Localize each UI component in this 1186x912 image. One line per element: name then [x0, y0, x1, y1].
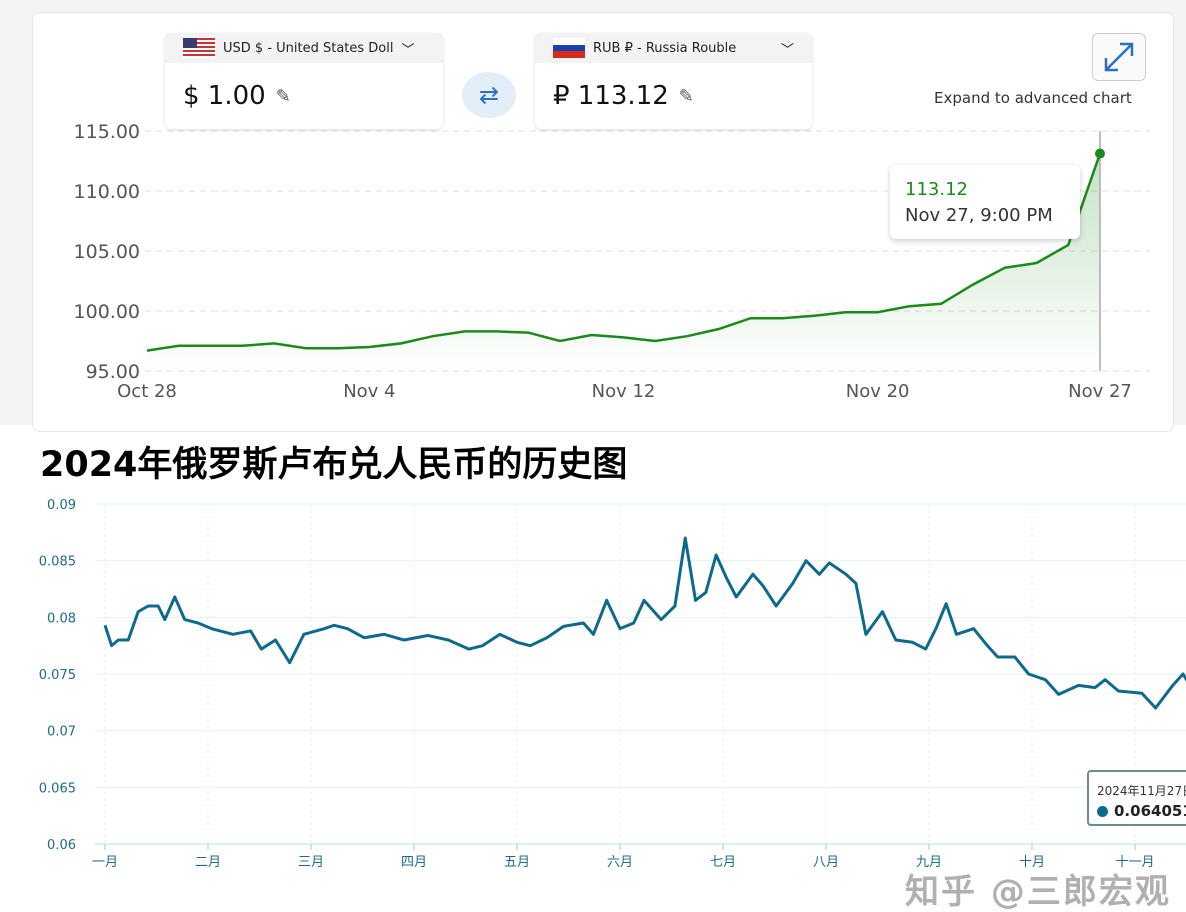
series-line [103, 536, 1186, 710]
x-tick-label: 七月 [710, 855, 736, 870]
x-tick-label: Nov 27 [1068, 381, 1132, 402]
y-tick-label: 0.085 [39, 555, 76, 570]
x-tick-label: 五月 [504, 855, 530, 870]
x-tick-label: 六月 [607, 855, 633, 870]
y-tick-label: 95.00 [86, 361, 140, 383]
x-tick-label: 三月 [298, 855, 324, 870]
chevron-down-icon: ﹀ [401, 42, 415, 58]
y-tick-label: 110.00 [74, 181, 140, 203]
y-tick-label: 0.07 [47, 725, 76, 740]
series-dot-icon [1097, 805, 1108, 817]
to-currency-select[interactable]: RUB ₽ - Russia Rouble ﹀ [535, 33, 812, 63]
swap-button[interactable]: ⇄ [462, 72, 516, 118]
y-tick-label: 0.075 [39, 668, 76, 683]
y-tick-label: 100.00 [74, 301, 140, 323]
x-tick-label: Nov 4 [343, 381, 395, 402]
x-tick-label: 二月 [195, 855, 221, 870]
chart-tooltip-2: 2024年11月27日 0.064051 [1087, 770, 1186, 826]
y-tick-label: 0.08 [47, 611, 76, 626]
ru-flag-icon [553, 38, 585, 58]
x-tick-label: 四月 [401, 855, 427, 870]
x-tick-label: Oct 28 [117, 381, 177, 402]
y-tick-label: 0.09 [47, 498, 76, 513]
from-currency-box[interactable]: USD $ - United States Doll ﹀ $ 1.00 ✎ [165, 33, 443, 129]
to-currency-box[interactable]: RUB ₽ - Russia Rouble ﹀ ₽ 113.12 ✎ [535, 33, 812, 129]
pencil-icon[interactable]: ✎ [275, 85, 291, 107]
x-tick-label: Nov 20 [846, 381, 910, 402]
pencil-icon[interactable]: ✎ [678, 85, 694, 107]
swap-icon: ⇄ [478, 81, 500, 109]
from-amount[interactable]: $ 1.00 [183, 81, 266, 111]
us-flag-icon [183, 38, 215, 58]
tooltip-date: Nov 27, 9:00 PM [905, 205, 1053, 226]
y-tick-label: 0.06 [47, 838, 76, 853]
x-tick-label: 十一月 [1115, 855, 1154, 870]
expand-chart-button[interactable] [1092, 33, 1146, 81]
tooltip-date: 2024年11月27日 [1097, 784, 1186, 798]
x-tick-label: 八月 [813, 855, 839, 870]
y-tick-label: 115.00 [74, 121, 140, 143]
y-tick-label: 105.00 [74, 241, 140, 263]
x-tick-label: 一月 [92, 855, 118, 870]
expand-icon [1104, 42, 1134, 72]
to-currency-label: RUB ₽ - Russia Rouble [593, 40, 737, 56]
chevron-down-icon: ﹀ [780, 42, 794, 58]
chart-tooltip: 113.12 Nov 27, 9:00 PM [890, 165, 1080, 239]
expand-chart-label[interactable]: Expand to advanced chart [934, 89, 1132, 107]
data-point [1095, 148, 1105, 159]
from-currency-select[interactable]: USD $ - United States Doll ﹀ [165, 33, 443, 63]
tooltip-value: 0.064051 [1114, 802, 1186, 820]
area-fill [147, 153, 1100, 371]
watermark: 知乎 @三郎宏观 [905, 872, 1171, 912]
from-currency-label: USD $ - United States Doll [223, 40, 394, 56]
chart-title: 2024年俄罗斯卢布兑人民币的历史图 [40, 445, 628, 485]
x-tick-label: 十月 [1019, 855, 1045, 870]
x-tick-label: Nov 12 [592, 381, 656, 402]
y-tick-label: 0.065 [39, 781, 76, 796]
tooltip-value: 113.12 [905, 179, 968, 200]
x-tick-label: 九月 [916, 855, 942, 870]
to-amount[interactable]: ₽ 113.12 [553, 81, 669, 111]
series-line [146, 153, 1102, 352]
